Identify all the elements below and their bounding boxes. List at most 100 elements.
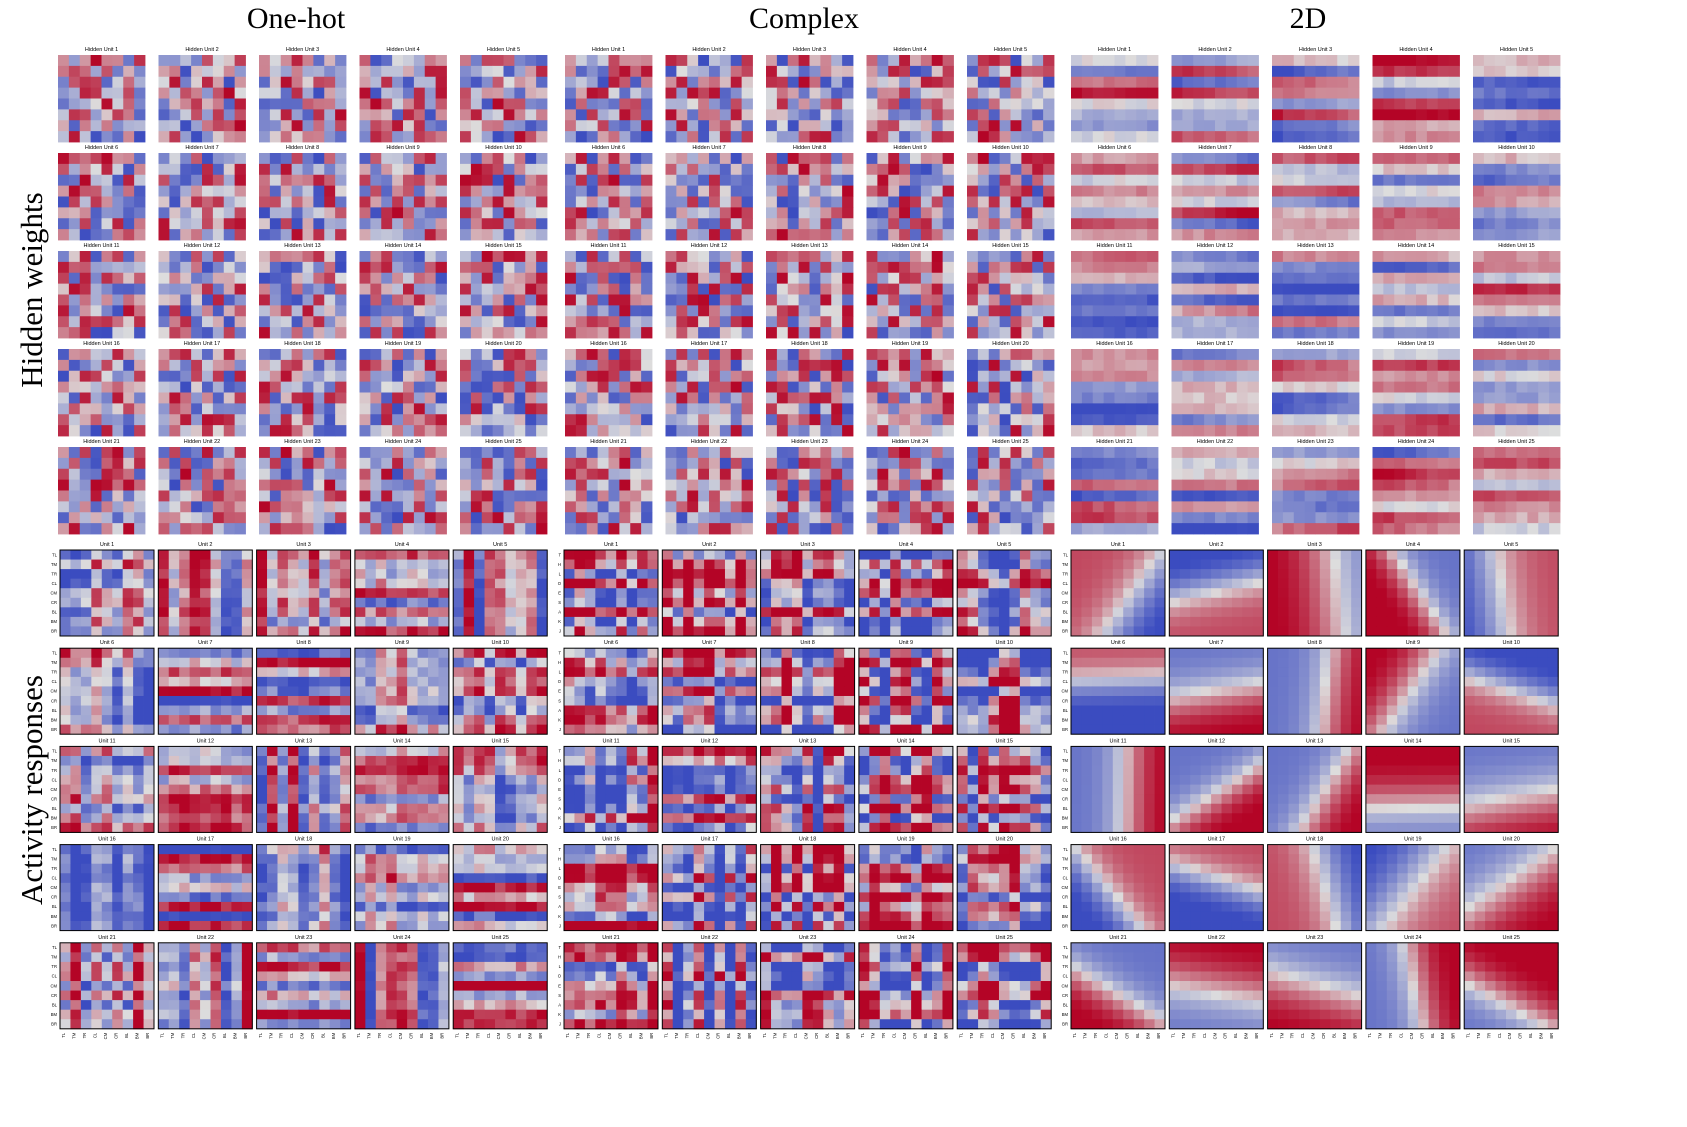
heatmap-cell [202,174,214,187]
heatmap-cell [1114,251,1126,263]
heatmap-cell [101,550,113,560]
heatmap-cell [424,131,437,143]
heatmap-cell [565,316,577,328]
heatmap-cell [1304,425,1316,437]
heatmap-cell [68,272,81,285]
heatmap-cell [234,359,246,372]
heatmap-cell [776,229,789,241]
heatmap-cell [1549,479,1561,491]
panel-title: Hidden Unit 6 [592,145,625,151]
heatmap-cell [1304,283,1316,295]
heatmap-cell [169,294,181,306]
heatmap-cell [470,283,483,295]
heatmap-cell [335,349,347,361]
heatmap-cell [931,305,944,317]
heatmap-cell [392,425,404,437]
heatmap-cell [1516,76,1528,89]
heatmap-cell [112,185,124,197]
heatmap-cell [1081,174,1094,187]
heatmap-cell [687,174,699,187]
heatmap-cell [1103,185,1115,197]
heatmap-cell [798,261,810,274]
heatmap-cell [223,294,236,306]
heatmap-cell [60,578,71,589]
heatmap-cell [888,229,900,241]
heatmap-cell [1473,370,1485,383]
heatmap-cell [123,523,135,535]
heatmap-cell [514,98,526,110]
heatmap-cell [1193,109,1205,121]
heatmap-cell [101,120,113,132]
heatmap-cell [413,523,426,535]
heatmap-cell [90,327,102,339]
heatmap-cell [1236,392,1249,404]
heatmap-cell [1473,523,1485,535]
heatmap-cell [1416,414,1428,426]
heatmap-cell [1236,294,1249,306]
heatmap-cell [123,305,135,317]
hidden-weight-panel: Hidden Unit 25 [460,439,548,535]
heatmap-cell [112,109,124,121]
heatmap-cell [899,261,911,274]
heatmap-cell [1483,98,1496,110]
heatmap-cell [1103,403,1115,415]
heatmap-cell [1010,457,1022,470]
heatmap-cell [1527,98,1539,110]
heatmap-cell [1483,196,1496,208]
heatmap-cell [169,447,181,459]
heatmap-cell [1473,131,1485,143]
heatmap-cell [212,403,225,415]
heatmap-cell [1337,251,1349,263]
heatmap-cell [1092,392,1105,404]
heatmap-cell [1125,109,1137,121]
heatmap-cell [1215,359,1227,372]
heatmap-cell [79,359,92,372]
heatmap-cell [313,392,325,404]
heatmap-cell [1549,305,1561,317]
heatmap-cell [977,196,990,208]
heatmap-cell [586,392,599,404]
heatmap-cell [1032,218,1044,230]
heatmap-cell [709,457,721,470]
heatmap-cell [1416,403,1428,415]
heatmap-cell [212,305,225,317]
heatmap-cell [90,185,102,197]
heatmap-cell [630,98,642,110]
heatmap-cell [586,490,599,502]
heatmap-cell [381,523,393,535]
heatmap-cell [920,283,933,295]
heatmap-cell [470,523,483,535]
heatmap-cell [730,153,743,165]
heatmap-cell [123,490,135,502]
heatmap-cell [1448,55,1460,67]
heatmap-cell [1505,468,1517,481]
heatmap-cell [1193,490,1205,502]
panel-title: Hidden Unit 20 [992,341,1028,347]
heatmap-cell [899,65,911,78]
heatmap-cell [1516,207,1528,219]
heatmap-cell [565,392,577,404]
heatmap-cell [910,490,922,502]
heatmap-cell [1473,229,1485,241]
heatmap-cell [1147,501,1159,513]
heatmap-cell [1483,359,1496,372]
heatmap-cell [392,359,404,372]
panel-title: Hidden Unit 23 [1297,439,1333,445]
heatmap-cell [1416,185,1428,197]
heatmap-cell [1326,316,1338,328]
heatmap-cell [291,370,303,383]
heatmap-cell [942,512,954,524]
hidden-weight-panel: Hidden Unit 10 [460,145,548,241]
heatmap-cell [234,479,246,491]
heatmap-cell [988,479,1001,491]
heatmap-cell [1448,370,1460,383]
heatmap-cell [831,425,843,437]
heatmap-cell [931,163,944,176]
heatmap-cell [481,218,494,230]
heatmap-cell [202,501,214,513]
heatmap-cell [1394,425,1406,437]
heatmap-cell [234,98,246,110]
heatmap-cell [988,261,1001,274]
heatmap-cell [709,131,721,143]
heatmap-cell [877,272,889,285]
